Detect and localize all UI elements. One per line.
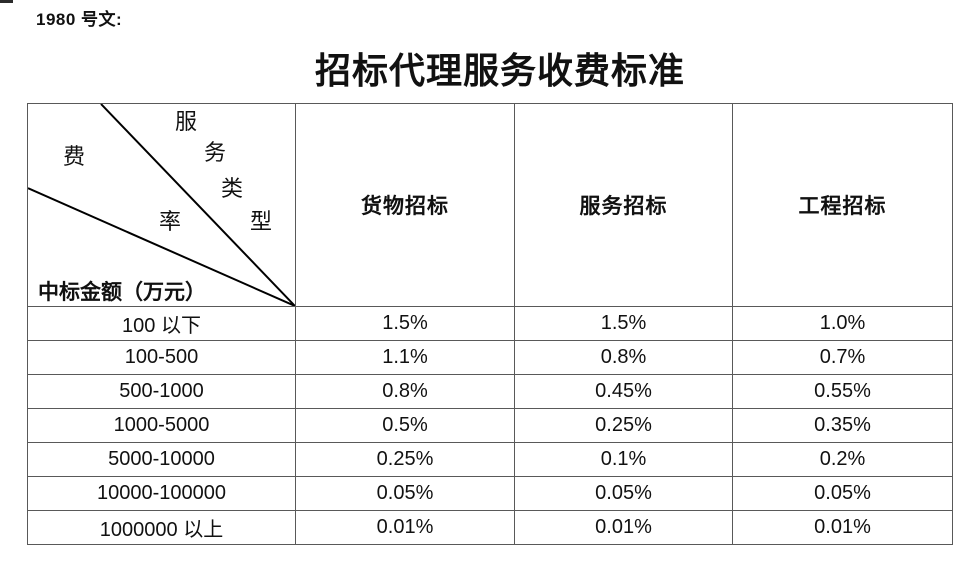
corner-row-axis-label: 中标金额（万元） <box>38 280 206 304</box>
amount-range-cell: 100 以下 <box>27 306 296 341</box>
rate-cell: 0.7% <box>732 340 953 375</box>
corner-row-axis-char: 费 <box>62 144 85 169</box>
rate-cell: 0.8% <box>295 374 515 409</box>
corner-col-axis-char: 类 <box>220 176 243 201</box>
table-row: 1000000 以上 0.01% 0.01% 0.01% <box>27 510 953 545</box>
rate-cell: 0.01% <box>295 510 515 545</box>
table-row: 100 以下 1.5% 1.5% 1.0% <box>27 306 953 341</box>
amount-range-cell: 5000-10000 <box>27 442 296 477</box>
amount-range-cell: 1000000 以上 <box>27 510 296 545</box>
column-header-services: 服务招标 <box>514 103 733 307</box>
table-row: 5000-10000 0.25% 0.1% 0.2% <box>27 442 953 477</box>
rate-cell: 0.05% <box>732 476 953 511</box>
table-row: 10000-100000 0.05% 0.05% 0.05% <box>27 476 953 511</box>
rate-cell: 0.05% <box>514 476 733 511</box>
amount-range-cell: 100-500 <box>27 340 296 375</box>
doc-number-label: 1980 号文: <box>36 10 123 29</box>
table-corner-cell: 服 务 类 型 费 率 中标金额（万元） <box>27 103 296 307</box>
diagonal-divider-lines <box>28 104 295 306</box>
corner-col-axis-char: 服 <box>174 109 197 134</box>
corner-row-axis-char: 率 <box>158 209 181 234</box>
table-row: 500-1000 0.8% 0.45% 0.55% <box>27 374 953 409</box>
rate-cell: 0.55% <box>732 374 953 409</box>
rate-cell: 1.5% <box>295 306 515 341</box>
rate-cell: 0.8% <box>514 340 733 375</box>
corner-col-axis-char: 型 <box>249 209 272 234</box>
scan-edge-artifact <box>0 0 13 3</box>
table-row: 100-500 1.1% 0.8% 0.7% <box>27 340 953 375</box>
rate-cell: 0.1% <box>514 442 733 477</box>
rate-cell: 0.05% <box>295 476 515 511</box>
amount-range-cell: 500-1000 <box>27 374 296 409</box>
corner-col-axis-char: 务 <box>203 140 226 165</box>
rate-cell: 0.25% <box>514 408 733 443</box>
fee-standard-table: 服 务 类 型 费 率 中标金额（万元） 货物招标 服务招标 工程招标 100 … <box>27 103 953 545</box>
table-header-row: 服 务 类 型 费 率 中标金额（万元） 货物招标 服务招标 工程招标 <box>27 103 953 307</box>
rate-cell: 0.45% <box>514 374 733 409</box>
rate-cell: 1.5% <box>514 306 733 341</box>
rate-cell: 1.0% <box>732 306 953 341</box>
table-row: 1000-5000 0.5% 0.25% 0.35% <box>27 408 953 443</box>
rate-cell: 0.2% <box>732 442 953 477</box>
rate-cell: 0.01% <box>732 510 953 545</box>
rate-cell: 1.1% <box>295 340 515 375</box>
rate-cell: 0.01% <box>514 510 733 545</box>
column-header-goods: 货物招标 <box>295 103 515 307</box>
rate-cell: 0.35% <box>732 408 953 443</box>
amount-range-cell: 10000-100000 <box>27 476 296 511</box>
rate-cell: 0.5% <box>295 408 515 443</box>
amount-range-cell: 1000-5000 <box>27 408 296 443</box>
rate-cell: 0.25% <box>295 442 515 477</box>
column-header-engineering: 工程招标 <box>732 103 953 307</box>
page-title: 招标代理服务收费标准 <box>314 51 685 91</box>
